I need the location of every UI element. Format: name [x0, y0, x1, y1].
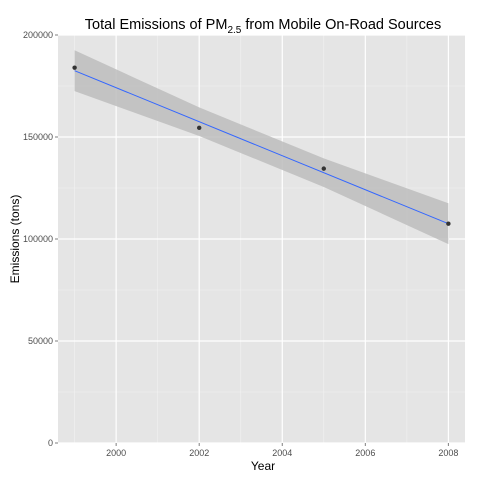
x-tick-label: 2008: [438, 448, 458, 458]
chart-title: Total Emissions of PM2.5 from Mobile On-…: [85, 17, 441, 36]
chart-title-subscript: 2.5: [227, 25, 241, 36]
y-tick-label: 100000: [23, 234, 53, 244]
x-tick-label: 2006: [355, 448, 375, 458]
x-tick-label: 2002: [189, 448, 209, 458]
x-axis-label: Year: [251, 459, 275, 473]
trend-line: [74, 70, 449, 225]
x-tick-label: 2004: [272, 448, 292, 458]
x-axis-ticks: 2000 2002 2004 2006 2008: [106, 443, 458, 458]
y-tick-label: 50000: [28, 336, 53, 346]
y-axis-label: Emissions (tons): [8, 195, 22, 284]
y-tick-label: 150000: [23, 132, 53, 142]
y-tick-label: 200000: [23, 30, 53, 40]
data-point: [197, 125, 202, 131]
data-point: [446, 221, 451, 226]
data-point: [72, 65, 77, 70]
x-tick-label: 2000: [106, 448, 126, 458]
y-axis-ticks: 0 50000 100000 150000 200000: [23, 30, 58, 448]
y-tick-label: 0: [48, 438, 53, 448]
chart-title-prefix: Total Emissions of PM: [85, 17, 228, 33]
data-points: [72, 65, 451, 226]
chart-title-suffix: from Mobile On-Road Sources: [241, 17, 441, 33]
data-point: [321, 166, 326, 171]
